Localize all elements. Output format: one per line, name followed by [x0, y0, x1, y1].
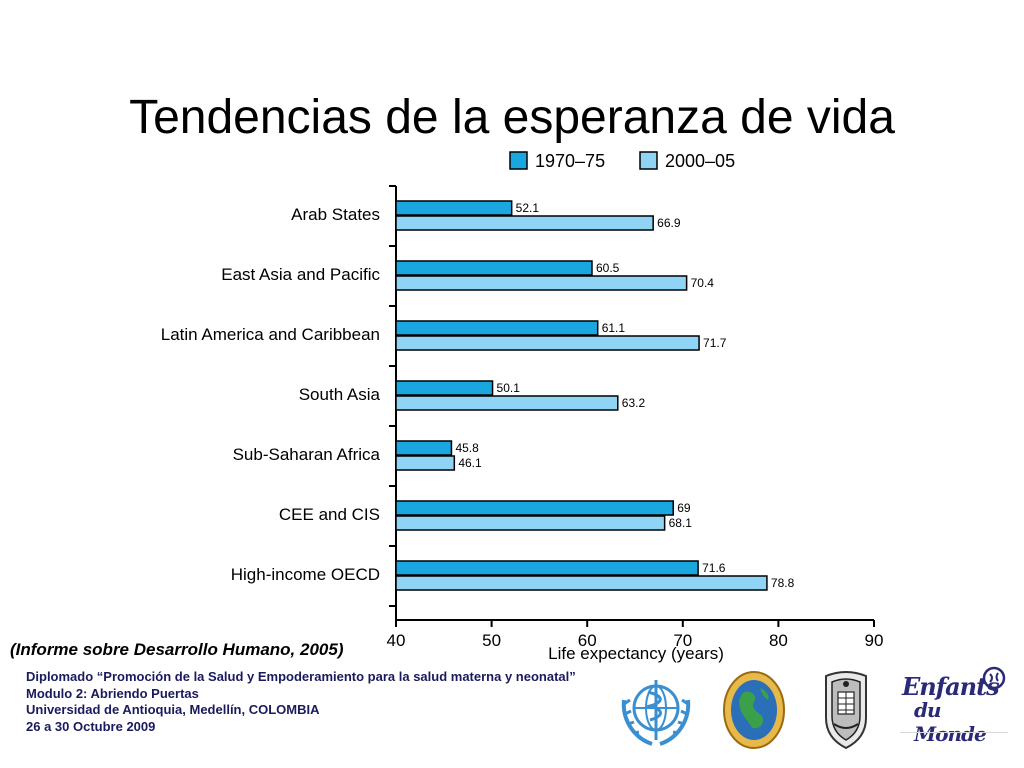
category-label: Sub-Saharan Africa	[233, 445, 381, 464]
bar	[395, 575, 768, 591]
bar	[395, 515, 666, 531]
bar-value-label: 78.8	[771, 576, 795, 590]
bar-value-label: 46.1	[458, 456, 482, 470]
university-shield-icon	[825, 671, 867, 750]
bar	[395, 440, 453, 456]
category-label: Arab States	[291, 205, 380, 224]
bar	[395, 500, 674, 516]
globe-icon	[982, 666, 1006, 690]
bar	[395, 200, 513, 216]
bar	[395, 320, 599, 336]
logo-underline	[900, 732, 1008, 733]
bar	[395, 260, 593, 276]
bar	[395, 275, 688, 291]
x-tick-label: 70	[673, 631, 692, 650]
footer-line-4: 26 a 30 Octubre 2009	[26, 718, 156, 734]
bar	[395, 380, 494, 396]
bar-value-label: 45.8	[455, 441, 479, 455]
category-label: CEE and CIS	[279, 505, 380, 524]
enfants-du-monde-logo: Enfants du Monde	[900, 666, 1010, 746]
bar-value-label: 60.5	[596, 261, 620, 275]
category-label: East Asia and Pacific	[221, 265, 380, 284]
footer-line-2: Modulo 2: Abriendo Puertas	[26, 685, 199, 701]
bar-value-label: 71.7	[703, 336, 727, 350]
footer-line-1: Diplomado “Promoción de la Salud y Empod…	[26, 669, 576, 684]
bar-value-label: 61.1	[602, 321, 626, 335]
enfants-logo-bottom: du Monde	[914, 698, 987, 746]
category-label: Latin America and Caribbean	[161, 325, 380, 344]
category-label: South Asia	[299, 385, 381, 404]
x-axis-label: Life expectancy (years)	[548, 644, 724, 663]
legend-label: 1970–75	[535, 151, 605, 171]
x-tick-label: 90	[865, 631, 884, 650]
source-citation: (Informe sobre Desarrollo Humano, 2005)	[10, 640, 344, 659]
life-expectancy-chart: 40 50 60 70 80 90 Life expectancy (years) 1970–…	[161, 151, 884, 663]
legend-swatch	[509, 151, 528, 170]
bar-value-label: 50.1	[497, 381, 521, 395]
bar	[395, 560, 699, 576]
bar	[395, 395, 619, 411]
bar-value-label: 69	[677, 501, 691, 515]
bar	[395, 215, 654, 231]
bar-value-label: 71.6	[702, 561, 726, 575]
bar	[395, 335, 700, 351]
slide-title: Tendencias de la esperanza de vida	[129, 91, 895, 144]
x-tick-label: 40	[387, 631, 406, 650]
bar-value-label: 70.4	[691, 276, 715, 290]
category-label: High-income OECD	[231, 565, 380, 584]
bar	[395, 455, 456, 471]
legend-label: 2000–05	[665, 151, 735, 171]
bar-value-label: 52.1	[516, 201, 540, 215]
partner-logos: Enfants du Monde	[600, 664, 1020, 764]
bar-value-label: 68.1	[669, 516, 693, 530]
x-tick-label: 80	[769, 631, 788, 650]
footer-line-3: Universidad de Antioquia, Medellín, COLO…	[26, 702, 320, 717]
legend-swatch	[639, 151, 658, 170]
bar-value-label: 63.2	[622, 396, 646, 410]
x-tick-label: 50	[482, 631, 501, 650]
bar-value-label: 66.9	[657, 216, 681, 230]
globe-seal-icon	[723, 671, 785, 749]
footer-text: Diplomado “Promoción de la Salud y Empod…	[26, 669, 586, 735]
x-tick-label: 60	[578, 631, 597, 650]
who-logo-icon	[621, 680, 691, 746]
